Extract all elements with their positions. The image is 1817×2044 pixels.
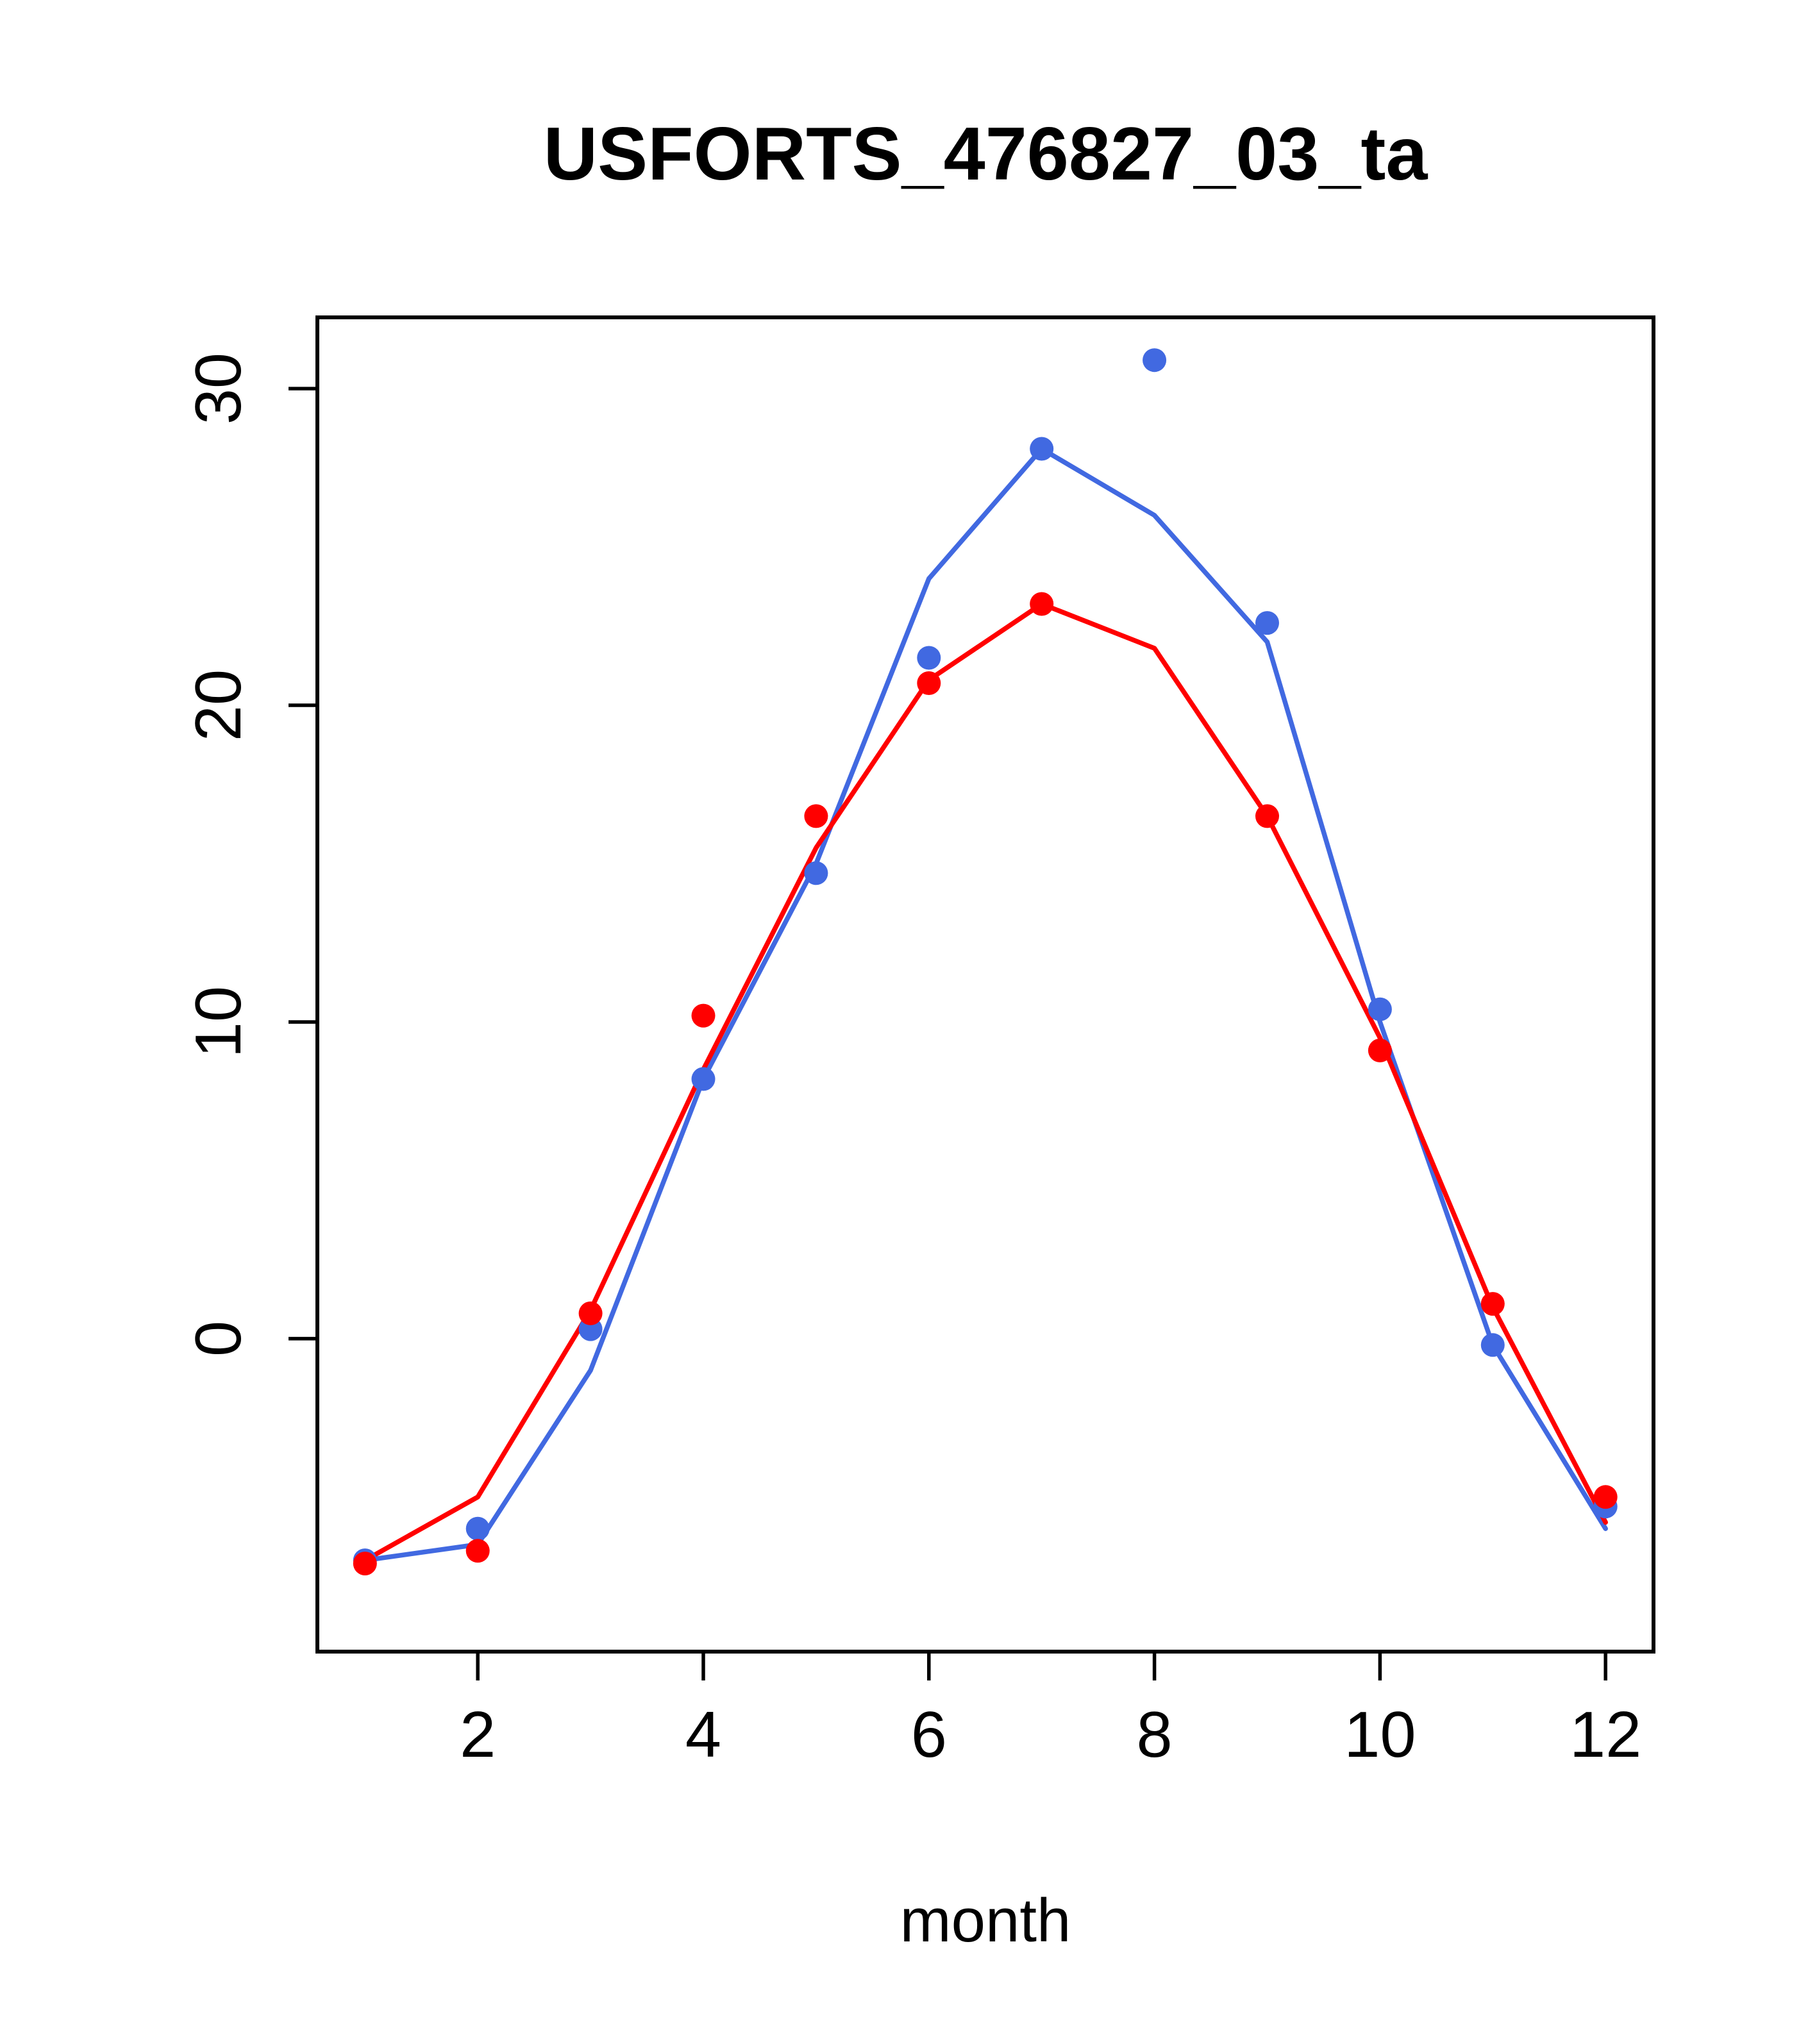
svg-text:month: month	[900, 1886, 1071, 1955]
svg-text:USFORTS_476827_03_ta: USFORTS_476827_03_ta	[544, 112, 1428, 196]
svg-text:4: 4	[685, 1699, 721, 1771]
svg-text:8: 8	[1137, 1699, 1173, 1771]
svg-text:12: 12	[1570, 1699, 1641, 1771]
svg-text:2: 2	[460, 1699, 496, 1771]
svg-text:10: 10	[183, 986, 255, 1058]
svg-text:10: 10	[1344, 1699, 1416, 1771]
svg-text:20: 20	[183, 669, 255, 741]
svg-text:0: 0	[183, 1321, 255, 1357]
svg-text:30: 30	[183, 353, 255, 424]
svg-text:6: 6	[911, 1699, 947, 1771]
